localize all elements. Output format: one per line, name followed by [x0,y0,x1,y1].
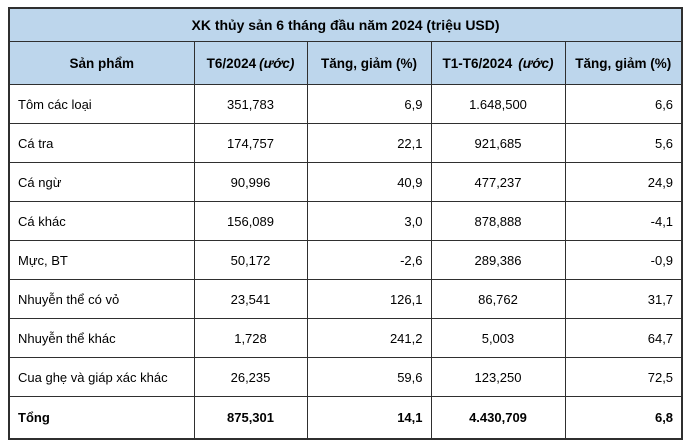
t6-change-cell: 126,1 [306,279,432,319]
product-cell: Nhuyễn thể khác [8,318,195,358]
ytd-value-cell: 1.648,500 [430,84,566,124]
col-header-t6-label: T6/2024 [206,55,257,71]
product-cell: Cá khác [8,201,195,241]
col-header-product-label: Sản phẩm [69,55,134,71]
t6-change-cell: 3,0 [306,201,432,241]
product-cell: Cá tra [8,123,195,163]
table-header-row: Sản phẩm T6/2024 (ước) Tăng, giảm (%) T1-… [8,41,683,85]
t6-change-cell: 59,6 [306,357,432,397]
ytd-value-cell: 921,685 [430,123,566,163]
table-row-ca-tra: Cá tra 174,757 22,1 921,685 5,6 [8,123,683,163]
t6-value-cell: 174,757 [193,123,308,163]
table-row-nhuyen-the-co-vo: Nhuyễn thể có vỏ 23,541 126,1 86,762 31,… [8,279,683,319]
table-title: XK thủy sản 6 tháng đầu năm 2024 (triệu … [8,7,683,42]
product-cell: Cua ghẹ và giáp xác khác [8,357,195,397]
col-header-product: Sản phẩm [8,41,195,85]
col-header-t6-2024: T6/2024 (ước) [193,41,308,85]
t6-change-cell: 22,1 [306,123,432,163]
table-row-tom-cac-loai: Tôm các loại 351,783 6,9 1.648,500 6,6 [8,84,683,124]
total-ytd-value-cell: 4.430,709 [430,396,566,440]
t6-value-cell: 156,089 [193,201,308,241]
t6-value-cell: 50,172 [193,240,308,280]
ytd-value-cell: 123,250 [430,357,566,397]
table-row-ca-khac: Cá khác 156,089 3,0 878,888 -4,1 [8,201,683,241]
col-header-t6-change-label: Tăng, giảm (%) [320,55,417,71]
t6-change-cell: 40,9 [306,162,432,202]
t6-value-cell: 90,996 [193,162,308,202]
product-cell: Nhuyễn thể có vỏ [8,279,195,319]
ytd-value-cell: 289,386 [430,240,566,280]
t6-change-cell: 6,9 [306,84,432,124]
seafood-export-table: XK thủy sản 6 tháng đầu năm 2024 (triệu … [8,7,684,440]
col-header-t6-change: Tăng, giảm (%) [306,41,432,85]
total-ytd-change-cell: 6,8 [564,396,683,440]
total-label-cell: Tổng [8,396,195,440]
col-header-ytd-change: Tăng, giảm (%) [564,41,683,85]
t6-value-cell: 351,783 [193,84,308,124]
estimate-note: (ước) [518,55,554,71]
table-total-row: Tổng 875,301 14,1 4.430,709 6,8 [8,396,683,440]
ytd-change-cell: -0,9 [564,240,683,280]
t6-change-cell: 241,2 [306,318,432,358]
ytd-value-cell: 878,888 [430,201,566,241]
ytd-change-cell: 5,6 [564,123,683,163]
col-header-ytd-change-label: Tăng, giảm (%) [575,55,672,71]
total-t6-value-cell: 875,301 [193,396,308,440]
estimate-note: (ước) [259,55,295,71]
ytd-change-cell: 24,9 [564,162,683,202]
col-header-ytd: T1-T6/2024 (ước) [430,41,566,85]
t6-value-cell: 1,728 [193,318,308,358]
t6-value-cell: 23,541 [193,279,308,319]
t6-value-cell: 26,235 [193,357,308,397]
ytd-value-cell: 477,237 [430,162,566,202]
ytd-value-cell: 5,003 [430,318,566,358]
ytd-change-cell: 64,7 [564,318,683,358]
total-t6-change-cell: 14,1 [306,396,432,440]
col-header-ytd-label: T1-T6/2024 [442,55,513,71]
table-row-nhuyen-the-khac: Nhuyễn thể khác 1,728 241,2 5,003 64,7 [8,318,683,358]
ytd-change-cell: 31,7 [564,279,683,319]
ytd-change-cell: 6,6 [564,84,683,124]
product-cell: Tôm các loại [8,84,195,124]
table-row-muc-bt: Mực, BT 50,172 -2,6 289,386 -0,9 [8,240,683,280]
table-row-ca-ngu: Cá ngừ 90,996 40,9 477,237 24,9 [8,162,683,202]
table-row-cua-ghe: Cua ghẹ và giáp xác khác 26,235 59,6 123… [8,357,683,397]
table-title-row: XK thủy sản 6 tháng đầu năm 2024 (triệu … [8,7,683,42]
t6-change-cell: -2,6 [306,240,432,280]
ytd-value-cell: 86,762 [430,279,566,319]
ytd-change-cell: -4,1 [564,201,683,241]
ytd-change-cell: 72,5 [564,357,683,397]
product-cell: Cá ngừ [8,162,195,202]
product-cell: Mực, BT [8,240,195,280]
